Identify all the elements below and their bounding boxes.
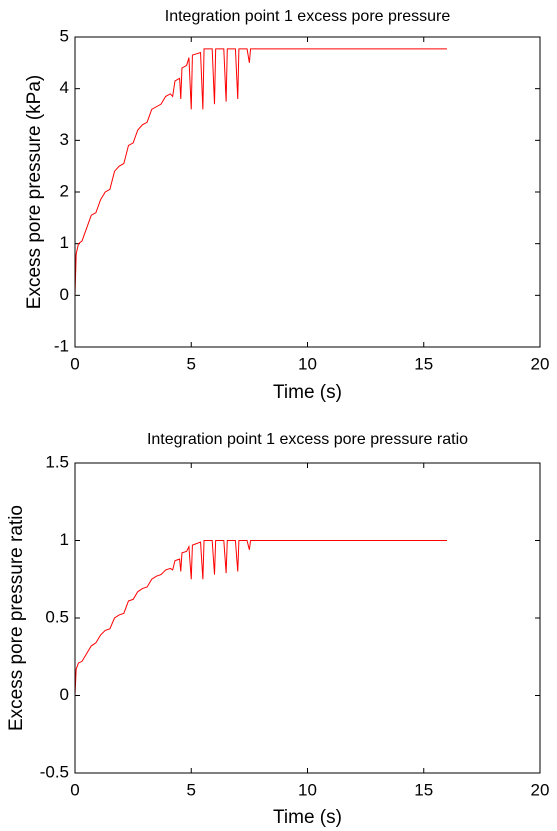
x-tick-label: 10: [298, 354, 317, 373]
data-line: [74, 540, 447, 696]
y-tick-label: 1: [60, 233, 69, 252]
x-tick-label: 20: [531, 354, 550, 373]
plot-area: [75, 463, 540, 773]
y-tick-label: 0: [60, 685, 69, 704]
x-tick-label: 5: [187, 354, 196, 373]
x-tick-label: 10: [298, 780, 317, 799]
y-tick-label: -0.5: [40, 762, 69, 781]
axes-box: [74, 462, 541, 774]
y-tick-label: 4: [60, 78, 69, 97]
plot-area: [75, 37, 540, 347]
x-tick-label: 5: [187, 780, 196, 799]
chart-title: Integration point 1 excess pore pressure…: [147, 431, 468, 448]
chart-title: Integration point 1 excess pore pressure: [165, 8, 451, 25]
x-tick-label: 0: [70, 354, 79, 373]
x-tick-label: 0: [70, 780, 79, 799]
y-tick-label: 3: [60, 130, 69, 149]
y-tick-label: 0: [60, 285, 69, 304]
y-tick-label: 2: [60, 181, 69, 200]
x-axis-label: Time (s): [273, 807, 342, 828]
x-tick-label: 15: [414, 354, 433, 373]
x-tick-label: 20: [531, 780, 550, 799]
x-tick-label: 15: [414, 780, 433, 799]
axes-box: [74, 36, 541, 348]
y-tick-label: 5: [60, 26, 69, 45]
y-tick-label: 0.5: [45, 607, 69, 626]
data-line: [74, 48, 447, 296]
y-tick-label: 1: [60, 530, 69, 549]
y-axis-label: Excess pore pressure (kPa): [24, 75, 45, 309]
y-tick-label: 1.5: [45, 452, 69, 471]
y-tick-label: -1: [54, 336, 69, 355]
y-axis-label: Excess pore pressure ratio: [6, 505, 27, 731]
x-axis-label: Time (s): [273, 382, 342, 403]
